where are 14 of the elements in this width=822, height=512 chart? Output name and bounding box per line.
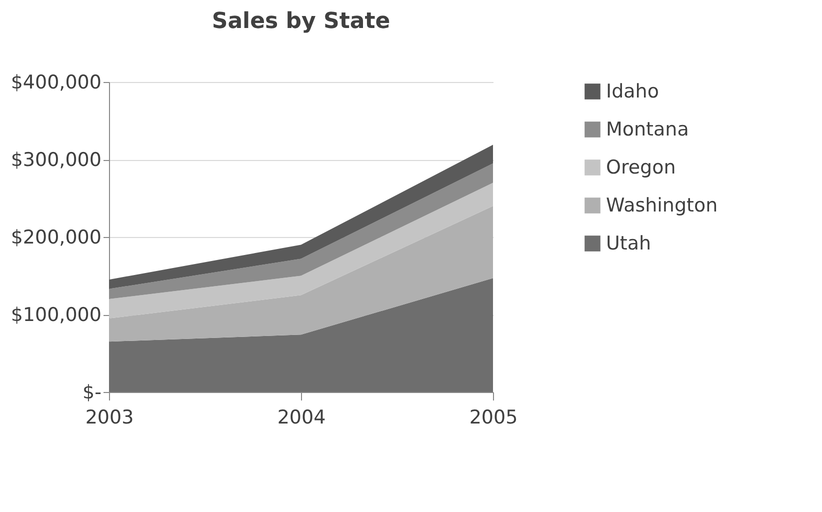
legend-label: Oregon <box>606 156 676 178</box>
legend-label: Washington <box>606 194 718 216</box>
chart-title: Sales by State <box>212 9 390 34</box>
x-tick-label: 2005 <box>469 406 518 428</box>
y-tick-label: $200,000 <box>10 226 102 248</box>
y-tick-label: $400,000 <box>10 72 102 94</box>
legend-label: Montana <box>606 118 689 140</box>
y-tick-label: $- <box>82 382 102 404</box>
legend-label: Idaho <box>606 80 659 102</box>
y-tick-label: $100,000 <box>10 304 102 326</box>
legend-label: Utah <box>606 232 652 254</box>
y-tick-label: $300,000 <box>10 149 102 171</box>
x-tick-label: 2003 <box>85 406 134 428</box>
x-tick-label: 2004 <box>277 406 326 428</box>
